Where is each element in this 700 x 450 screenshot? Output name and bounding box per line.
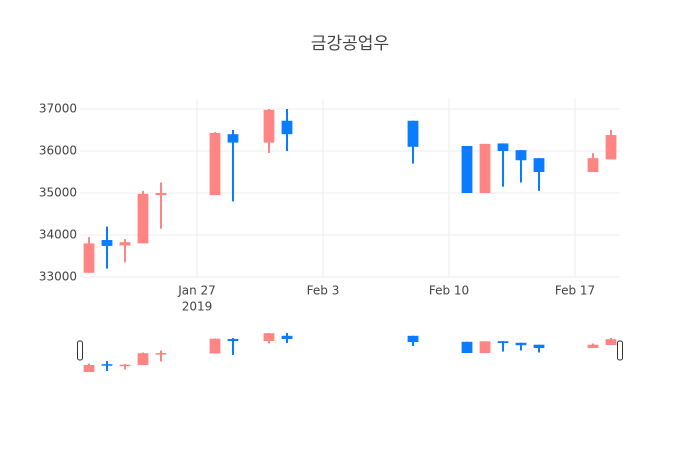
candle-body: [281, 120, 293, 135]
candle-body: [407, 120, 419, 147]
candle-body: [155, 353, 167, 355]
y-tick-label: 33000: [39, 270, 77, 284]
candle-body: [461, 341, 473, 353]
candle-body: [227, 339, 239, 341]
candle-body: [209, 132, 221, 196]
candle-body: [461, 145, 473, 193]
candle-body: [83, 243, 95, 273]
chart-title: 금강공업우: [311, 34, 389, 54]
candle-body: [587, 158, 599, 172]
y-tick-label: 37000: [39, 102, 77, 116]
candle-body: [497, 143, 509, 151]
x-tick-label: Feb 10: [429, 284, 469, 298]
y-tick-label: 34000: [39, 228, 77, 242]
candle-body: [587, 344, 599, 348]
candle-body: [407, 335, 419, 342]
candle-body: [515, 150, 527, 161]
candle-body: [209, 338, 221, 354]
candle-body: [533, 344, 545, 348]
candle-body: [497, 341, 509, 343]
x-tick-label: Jan 27: [177, 284, 216, 298]
candle-body: [101, 364, 113, 366]
x-tick-year: 2019: [182, 300, 213, 314]
candle-body: [605, 339, 617, 345]
candle-body: [101, 240, 113, 246]
candle-body: [119, 364, 131, 367]
candle-body: [137, 353, 149, 365]
y-tick-label: 35000: [39, 186, 77, 200]
candle-body: [479, 341, 491, 353]
candle-body: [281, 335, 293, 339]
candle-body: [83, 365, 95, 372]
candle-body: [605, 135, 617, 160]
candle-body: [263, 109, 275, 143]
y-tick-label: 36000: [39, 144, 77, 158]
candle-body: [137, 193, 149, 244]
candle-body: [119, 242, 131, 246]
x-tick-label: Feb 17: [555, 284, 595, 298]
range-slider: [80, 333, 620, 372]
candle-body: [515, 342, 527, 346]
candle-body: [533, 158, 545, 172]
range-slider-handle[interactable]: [77, 340, 83, 361]
candle-body: [263, 333, 275, 341]
x-tick-label: Feb 3: [307, 284, 340, 298]
candle-body: [479, 143, 491, 193]
candle-body: [227, 134, 239, 143]
candle-body: [155, 193, 167, 196]
range-slider-handle[interactable]: [617, 340, 623, 361]
